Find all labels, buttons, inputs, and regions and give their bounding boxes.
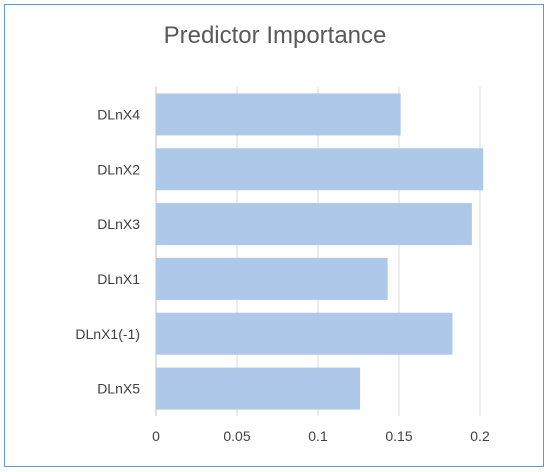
category-label: DLnX4 — [97, 106, 140, 122]
bar — [156, 312, 453, 355]
chart-title: Predictor Importance — [163, 22, 387, 49]
x-tick-labels: 0 0.05 0.1 0.15 0.2 — [152, 428, 490, 444]
category-labels: DLnX4 DLnX2 DLnX3 DLnX1 DLnX1(-1) DLnX5 — [75, 106, 140, 396]
category-label: DLnX1 — [97, 271, 140, 287]
x-tick-label: 0.1 — [308, 428, 328, 444]
bar — [156, 257, 388, 300]
x-tick-label: 0.15 — [385, 428, 412, 444]
bar — [156, 203, 472, 246]
x-tick-label: 0.05 — [223, 428, 250, 444]
bar — [156, 367, 361, 410]
category-label: DLnX2 — [97, 161, 140, 177]
bars — [156, 93, 484, 410]
bar — [156, 93, 401, 136]
x-tick-label: 0 — [152, 428, 160, 444]
bar — [156, 148, 484, 191]
x-tick-label: 0.2 — [470, 428, 490, 444]
category-label: DLnX3 — [97, 216, 140, 232]
grid-lines — [155, 87, 481, 416]
category-label: DLnX5 — [97, 381, 140, 397]
category-label: DLnX1(-1) — [75, 326, 140, 342]
